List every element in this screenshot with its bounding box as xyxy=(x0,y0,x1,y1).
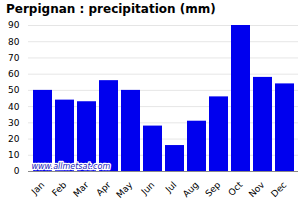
svg-text:Jan: Jan xyxy=(29,180,47,198)
svg-text:www.allmetsat.com: www.allmetsat.com xyxy=(32,162,111,171)
svg-text:Feb: Feb xyxy=(50,180,69,199)
svg-text:Jun: Jun xyxy=(139,180,157,198)
svg-text:20: 20 xyxy=(8,134,20,144)
svg-text:10: 10 xyxy=(8,150,20,160)
svg-text:Sep: Sep xyxy=(203,180,222,199)
svg-text:Aug: Aug xyxy=(181,180,201,199)
html-text:Perpignan : precipitation (mm): Perpignan : precipitation (mm) xyxy=(6,2,216,16)
svg-text:Nov: Nov xyxy=(247,179,267,199)
svg-text:70: 70 xyxy=(8,53,20,63)
svg-text:90: 90 xyxy=(8,20,20,30)
svg-text:30: 30 xyxy=(8,118,20,128)
svg-text:Dec: Dec xyxy=(269,180,288,199)
svg-text:50: 50 xyxy=(8,85,20,95)
svg-text:80: 80 xyxy=(8,37,20,47)
svg-text:40: 40 xyxy=(8,101,20,111)
svg-text:60: 60 xyxy=(8,69,20,79)
svg-text:Apr: Apr xyxy=(94,180,112,198)
svg-text:Mar: Mar xyxy=(71,179,90,198)
svg-text:Oct: Oct xyxy=(226,179,244,197)
svg-text:May: May xyxy=(114,179,135,199)
svg-text:Jul: Jul xyxy=(163,180,178,195)
svg-text:0: 0 xyxy=(14,166,20,176)
